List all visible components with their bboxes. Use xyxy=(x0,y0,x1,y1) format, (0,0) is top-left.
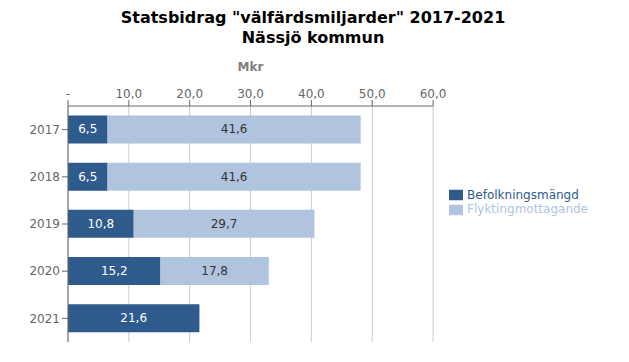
svg-text:2019: 2019 xyxy=(29,217,60,231)
svg-text:30,0: 30,0 xyxy=(237,87,264,101)
svg-text:20,0: 20,0 xyxy=(176,87,203,101)
svg-text:21,6: 21,6 xyxy=(120,311,147,325)
svg-text:10,8: 10,8 xyxy=(87,217,114,231)
svg-text:2018: 2018 xyxy=(29,170,60,184)
svg-text:29,7: 29,7 xyxy=(211,217,238,231)
html-text:Befolkningsmängd: Befolkningsmängd xyxy=(467,187,579,202)
svg-text:2017: 2017 xyxy=(29,123,60,137)
svg-text:40,0: 40,0 xyxy=(298,87,325,101)
svg-text:Mkr: Mkr xyxy=(238,60,264,74)
svg-text:15,2: 15,2 xyxy=(101,264,128,278)
svg-text:41,6: 41,6 xyxy=(221,170,248,184)
svg-text:10,0: 10,0 xyxy=(115,87,142,101)
svg-text:2020: 2020 xyxy=(29,264,60,278)
svg-text:17,8: 17,8 xyxy=(201,264,228,278)
svg-text:-: - xyxy=(66,87,70,101)
svg-text:60,0: 60,0 xyxy=(420,87,447,101)
svg-text:41,6: 41,6 xyxy=(221,122,248,136)
svg-text:50,0: 50,0 xyxy=(359,87,386,101)
html-text:Flyktingmottagande: Flyktingmottagande xyxy=(467,202,588,216)
svg-text:2021: 2021 xyxy=(29,312,60,326)
svg-text:6,5: 6,5 xyxy=(78,170,97,184)
html-text:Statsbidrag "välfärdsmiljarder: Statsbidrag "välfärdsmiljarder" 2017-202… xyxy=(120,8,506,27)
svg-text:6,5: 6,5 xyxy=(78,122,97,136)
html-text:Nässjö kommun: Nässjö kommun xyxy=(241,28,385,47)
